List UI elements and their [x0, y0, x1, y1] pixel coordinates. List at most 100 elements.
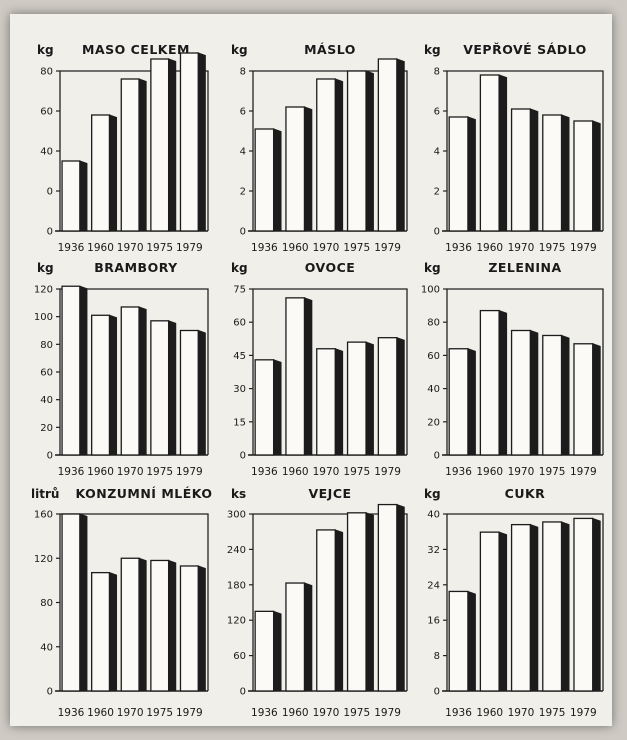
bar-face	[150, 559, 170, 692]
y-tick-label: 100	[421, 285, 440, 296]
bar-face	[346, 512, 367, 692]
y-tick-label: 45	[233, 351, 246, 362]
chart-title: ZELENINA	[488, 260, 561, 275]
bar-shadow	[138, 78, 147, 232]
y-tick-label: 0	[47, 187, 53, 198]
bar-face	[542, 334, 563, 456]
bar-shadow	[168, 320, 177, 456]
bar-face	[91, 314, 111, 456]
bar-1970	[120, 306, 147, 456]
bar-1979	[573, 343, 601, 456]
unit-label: litrů	[31, 487, 59, 501]
x-tick-label: 1975	[343, 707, 370, 719]
chart-title: CUKR	[505, 486, 546, 501]
x-tick-label: 1960	[476, 466, 503, 478]
bar-face	[254, 128, 275, 232]
bar-shadow	[561, 521, 570, 692]
x-tick-label: 1960	[87, 466, 114, 478]
bar-1970	[510, 523, 539, 692]
bar-1960	[285, 582, 313, 692]
y-tick-label: 240	[227, 545, 246, 556]
unit-label: kg	[231, 261, 248, 275]
x-tick-label: 1979	[176, 466, 203, 478]
bar-face	[510, 329, 531, 456]
bar-shadow	[303, 106, 313, 232]
bar-1970	[510, 329, 539, 456]
bar-shadow	[273, 359, 282, 456]
bar-face	[542, 114, 563, 232]
bar-shadow	[396, 503, 405, 692]
bar-shadow	[365, 341, 374, 456]
bar-face	[448, 348, 469, 456]
bar-shadow	[561, 334, 570, 456]
bar-shadow	[365, 512, 374, 692]
x-tick-label: 1936	[58, 707, 85, 719]
bar-1960	[91, 114, 118, 232]
bar-face	[254, 359, 275, 456]
bar-1975	[542, 334, 570, 456]
bar-shadow	[303, 297, 313, 456]
x-tick-label: 1970	[117, 707, 144, 719]
bar-shadow	[529, 523, 539, 692]
y-tick-label: 180	[227, 580, 246, 591]
x-tick-label: 1960	[476, 707, 503, 719]
x-tick-label: 1936	[58, 242, 85, 254]
y-tick-label: 120	[34, 285, 53, 296]
bar-face	[448, 116, 469, 232]
y-tick-label: 15	[233, 417, 246, 428]
x-tick-label: 1960	[282, 242, 309, 254]
x-tick-label: 1970	[313, 466, 340, 478]
bar-face	[377, 337, 398, 456]
x-tick-label: 1975	[539, 466, 566, 478]
bar-shadow	[79, 513, 88, 692]
x-tick-label: 1979	[176, 242, 203, 254]
y-tick-label: 60	[427, 351, 440, 362]
y-tick-label: 60	[40, 368, 53, 379]
y-tick-label: 40	[427, 510, 440, 521]
bar-shadow	[396, 58, 405, 232]
y-tick-label: 0	[240, 227, 246, 238]
y-tick-label: 4	[240, 147, 246, 158]
y-tick-label: 40	[40, 642, 53, 653]
bar-shadow	[108, 314, 118, 456]
bar-shadow	[396, 336, 405, 456]
bar-face	[91, 114, 111, 232]
bar-1975	[150, 559, 177, 692]
bar-face	[377, 503, 398, 692]
x-tick-label: 1979	[176, 707, 203, 719]
bar-face	[179, 329, 199, 456]
x-tick-label: 1936	[251, 242, 278, 254]
y-tick-label: 60	[40, 107, 53, 118]
y-tick-label: 0	[434, 227, 440, 238]
plot-frame	[446, 513, 604, 691]
y-tick-label: 80	[40, 67, 53, 78]
bar-1979	[377, 58, 405, 232]
bar-face	[316, 348, 336, 456]
x-tick-label: 1975	[146, 466, 173, 478]
bar-shadow	[273, 128, 282, 232]
x-tick-label: 1936	[251, 466, 278, 478]
bar-face	[316, 78, 336, 232]
unit-label: kg	[424, 487, 441, 501]
x-tick-label: 1975	[146, 242, 173, 254]
x-tick-label: 1970	[508, 242, 535, 254]
bar-face	[120, 78, 140, 232]
bar-shadow	[168, 58, 177, 232]
x-tick-label: 1979	[374, 242, 401, 254]
y-tick-label: 80	[40, 598, 53, 609]
x-tick-label: 1979	[374, 707, 401, 719]
y-tick-label: 30	[233, 384, 246, 395]
bar-shadow	[561, 114, 570, 232]
bar-shadow	[334, 348, 344, 456]
bar-shadow	[498, 74, 508, 232]
y-tick-label: 24	[427, 580, 440, 591]
bar-shadow	[467, 116, 476, 232]
x-tick-label: 1975	[146, 707, 173, 719]
y-tick-label: 100	[34, 312, 53, 323]
bar-1936	[61, 285, 88, 456]
bar-1979	[179, 565, 206, 692]
bar-shadow	[79, 285, 88, 456]
bar-face	[510, 523, 531, 692]
y-tick-label: 4	[434, 147, 440, 158]
plot-frame	[252, 513, 408, 691]
